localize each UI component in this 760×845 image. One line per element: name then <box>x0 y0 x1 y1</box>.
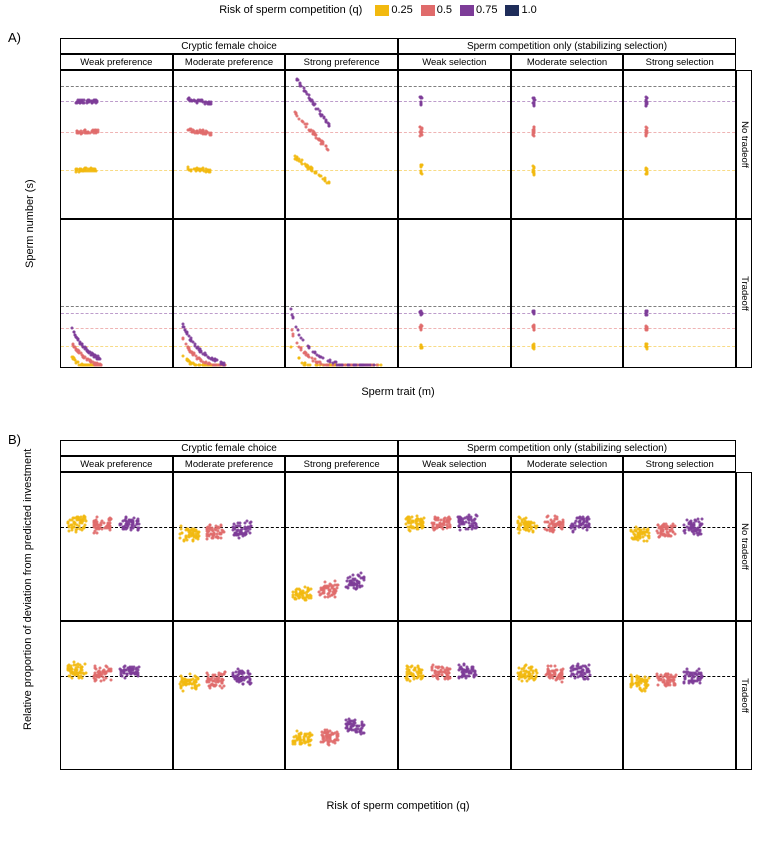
legend-title: Risk of sperm competition (q) <box>219 4 362 16</box>
facet-cell: 50100150 <box>285 219 398 368</box>
row-strip-no-tradeoff-A: No tradeoff <box>736 70 752 219</box>
panel-label-B: B) <box>8 432 21 447</box>
ylabel-B: Relative proportion of deviation from pr… <box>22 449 34 730</box>
figure-root: A) B) Risk of sperm competition (q) 0.25… <box>0 0 760 845</box>
facet-cell: 0.250.50.751.0 <box>173 621 286 770</box>
super-header-sc: Sperm competition only (stabilizing sele… <box>398 38 736 54</box>
xlabel-A: Sperm trait (m) <box>60 386 736 398</box>
facet-cell: 50100150 <box>173 219 286 368</box>
column-header: Moderate preference <box>173 54 286 70</box>
legend: Risk of sperm competition (q) 0.25 0.5 0.7… <box>0 4 760 16</box>
column-header: Strong selection <box>623 54 736 70</box>
facet-cell: 20406050100150 <box>60 219 173 368</box>
column-header: Moderate selection <box>511 456 624 472</box>
super-header-sc-B: Sperm competition only (stabilizing sele… <box>398 440 736 456</box>
facet-cell: -0.50-0.250.000.25 <box>60 472 173 621</box>
facet-cell <box>398 70 511 219</box>
xlabel-B: Risk of sperm competition (q) <box>60 800 736 812</box>
facet-cell: 0.250.50.751.0 <box>511 621 624 770</box>
facet-cell <box>285 472 398 621</box>
facet-cell: 0.250.50.751.0 <box>623 621 736 770</box>
column-header: Weak selection <box>398 456 511 472</box>
facet-cell <box>398 472 511 621</box>
facet-cell <box>623 70 736 219</box>
legend-item: 0.25 <box>375 4 412 16</box>
legend-item: 1.0 <box>505 4 536 16</box>
row-strip-tradeoff-A: Tradeoff <box>736 219 752 368</box>
facet-cell: 0.250.50.751.0 <box>285 621 398 770</box>
column-header: Strong selection <box>623 456 736 472</box>
facet-cell: 102030 <box>60 70 173 219</box>
column-header: Weak preference <box>60 456 173 472</box>
column-header: Strong preference <box>285 54 398 70</box>
facet-cell <box>511 70 624 219</box>
ylabel-A: Sperm number (s) <box>24 179 36 268</box>
facet-cell <box>173 70 286 219</box>
facet-cell <box>173 472 286 621</box>
row-strip-tradeoff-B: Tradeoff <box>736 621 752 770</box>
column-header: Moderate preference <box>173 456 286 472</box>
facet-cell <box>623 472 736 621</box>
facet-cell <box>511 472 624 621</box>
facet-cell: 0.250.50.751.0 <box>398 621 511 770</box>
column-header: Weak selection <box>398 54 511 70</box>
super-header-cfc: Cryptic female choice <box>60 38 398 54</box>
column-header: Weak preference <box>60 54 173 70</box>
panel-label-A: A) <box>8 30 21 45</box>
column-header: Strong preference <box>285 456 398 472</box>
facet-cell: 50100150 <box>398 219 511 368</box>
facet-cell: 50100150 <box>511 219 624 368</box>
super-header-cfc-B: Cryptic female choice <box>60 440 398 456</box>
panel-B: Cryptic female choice Sperm competition … <box>60 440 736 770</box>
panel-A: Cryptic female choice Sperm competition … <box>60 38 736 368</box>
facet-cell <box>285 70 398 219</box>
legend-item: 0.5 <box>421 4 452 16</box>
facet-cell: 50100150 <box>623 219 736 368</box>
legend-item: 0.75 <box>460 4 497 16</box>
column-header: Moderate selection <box>511 54 624 70</box>
row-strip-no-tradeoff-B: No tradeoff <box>736 472 752 621</box>
facet-cell: -0.50-0.250.000.250.250.50.751.0 <box>60 621 173 770</box>
